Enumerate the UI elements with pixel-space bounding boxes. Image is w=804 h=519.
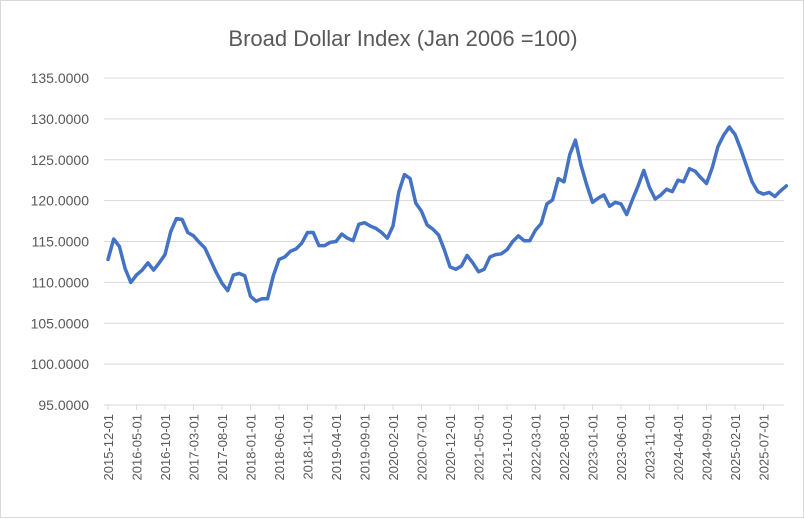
y-tick-label: 130.0000 bbox=[31, 111, 90, 127]
x-tick-label: 2022-03-01 bbox=[529, 414, 544, 481]
x-tick-label: 2018-01-01 bbox=[244, 414, 259, 481]
y-tick-label: 135.0000 bbox=[31, 70, 90, 86]
y-tick-label: 115.0000 bbox=[32, 234, 90, 250]
x-tick-label: 2019-09-01 bbox=[358, 414, 373, 481]
x-tick-label: 2016-10-01 bbox=[158, 414, 173, 481]
x-tick-label: 2024-09-01 bbox=[700, 414, 715, 481]
x-tick-label: 2023-01-01 bbox=[586, 414, 601, 481]
x-tick-label: 2019-04-01 bbox=[329, 414, 344, 481]
x-tick-label: 2020-07-01 bbox=[415, 414, 430, 481]
x-tick-label: 2018-11-01 bbox=[301, 414, 316, 480]
x-tick-label: 2015-12-01 bbox=[101, 414, 116, 481]
y-tick-label: 100.0000 bbox=[31, 356, 90, 372]
x-tick-label: 2020-02-01 bbox=[386, 414, 401, 481]
x-tick-label: 2018-06-01 bbox=[272, 414, 287, 481]
x-tick-label: 2023-11-01 bbox=[643, 414, 658, 480]
y-tick-label: 105.0000 bbox=[31, 315, 90, 331]
y-tick-label: 125.0000 bbox=[31, 152, 90, 168]
y-tick-label: 95.0000 bbox=[38, 397, 89, 413]
x-tick-label: 2022-08-01 bbox=[557, 414, 572, 481]
x-tick-label: 2017-08-01 bbox=[215, 414, 230, 481]
x-tick-label: 2024-04-01 bbox=[671, 414, 686, 481]
x-tick-label: 2025-07-01 bbox=[757, 414, 772, 481]
chart-title: Broad Dollar Index (Jan 2006 =100) bbox=[228, 26, 577, 51]
x-tick-label: 2020-12-01 bbox=[443, 414, 458, 481]
series-line-broad-dollar-index bbox=[108, 127, 786, 301]
x-tick-label: 2017-03-01 bbox=[187, 414, 202, 481]
x-tick-label: 2021-10-01 bbox=[500, 414, 515, 481]
x-tick-label: 2023-06-01 bbox=[614, 414, 629, 481]
y-tick-label: 120.0000 bbox=[31, 193, 90, 209]
x-tick-label: 2025-02-01 bbox=[728, 414, 743, 481]
x-tick-label: 2016-05-01 bbox=[130, 414, 145, 481]
y-tick-label: 110.0000 bbox=[32, 274, 90, 290]
x-tick-label: 2021-05-01 bbox=[472, 414, 487, 481]
